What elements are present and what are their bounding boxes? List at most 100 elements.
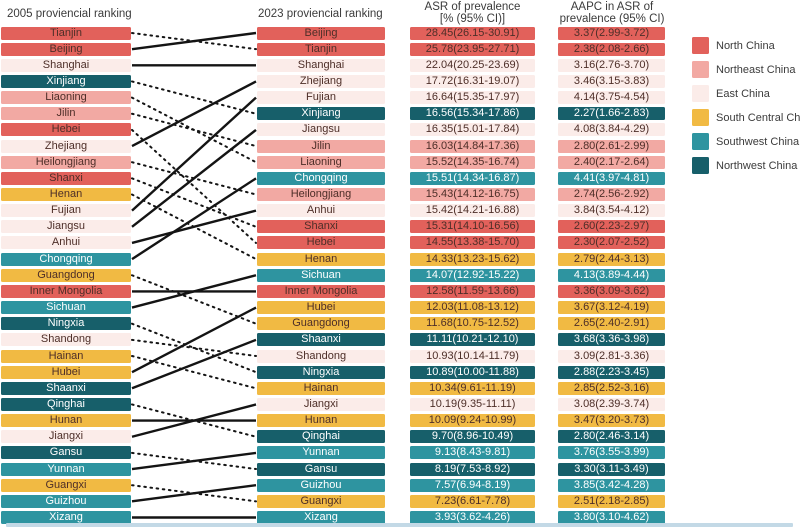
aapc-value-bar-guangdong: 2.65(2.40-2.91) <box>558 317 665 331</box>
rank-link-shaanxi <box>131 338 257 390</box>
rank-2023-bar-tianjin: Tianjin <box>257 42 385 56</box>
rank-2023-bar-hunan: Hunan <box>257 414 385 428</box>
rank-2023-bar-zhejiang: Zhejiang <box>257 74 385 88</box>
rank-2023-bar-gansu: Gansu <box>257 462 385 476</box>
aapc-value-bar-gansu: 3.30(3.11-3.49) <box>558 462 665 476</box>
asr-value-bar-chongqing: 15.51(14.34-16.87) <box>410 171 535 185</box>
aapc-value-bar-henan: 2.79(2.44-3.13) <box>558 252 665 266</box>
legend-label-south-central-china: South Central China <box>716 111 800 124</box>
asr-value-bar-henan: 14.33(13.23-15.62) <box>410 252 535 266</box>
rank-2023-bar-xizang: Xizang <box>257 511 385 524</box>
rank-link-hubei <box>131 306 257 374</box>
rank-link-hainan <box>131 355 257 390</box>
asr-value-bar-jilin: 16.03(14.84-17.36) <box>410 139 535 153</box>
rank-link-xinjiang <box>131 80 257 115</box>
rank-link-jiangsu <box>131 128 257 228</box>
rank-2005-bar-jiangxi: Jiangxi <box>1 430 131 444</box>
asr-value-bar-hunan: 10.09(9.24-10.99) <box>410 414 535 428</box>
asr-value-bar-guangdong: 11.68(10.75-12.52) <box>410 317 535 331</box>
rank-2023-bar-hainan: Hainan <box>257 381 385 395</box>
rank-2005-bar-jilin: Jilin <box>1 107 131 121</box>
rank-2005-bar-chongqing: Chongqing <box>1 252 131 266</box>
aapc-value-bar-ningxia: 2.88(2.23-3.45) <box>558 365 665 379</box>
aapc-value-bar-zhejiang: 3.46(3.15-3.83) <box>558 74 665 88</box>
rank-2005-bar-henan: Henan <box>1 188 131 201</box>
asr-value-bar-inner-mongolia: 12.58(11.59-13.66) <box>410 284 535 298</box>
rank-link-jilin <box>131 112 257 148</box>
legend-swatch-east-china <box>692 85 709 102</box>
aapc-value-bar-guangxi: 2.51(2.18-2.85) <box>558 494 665 508</box>
rank-link-chongqing <box>131 177 257 261</box>
asr-value-bar-jiangxi: 10.19(9.35-11.11) <box>410 397 535 411</box>
aapc-value-bar-xizang: 3.80(3.10-4.62) <box>558 511 665 524</box>
rank-link-fujian <box>131 96 257 212</box>
rank-2005-bar-gansu: Gansu <box>1 446 131 460</box>
rank-2005-bar-anhui: Anhui <box>1 236 131 250</box>
rank-change-links <box>131 31 257 519</box>
column-header-aapc-line2: prevalence (95% CI) <box>559 13 665 25</box>
asr-value-bar-beijing: 28.45(26.15-30.91) <box>410 26 535 40</box>
rank-2023-bar-henan: Henan <box>257 252 385 266</box>
rank-2005-bar-hainan: Hainan <box>1 349 131 363</box>
legend-item-east-china: East China <box>692 85 800 102</box>
rank-link-beijing <box>131 31 257 51</box>
asr-value-bar-anhui: 15.42(14.21-16.88) <box>410 204 535 218</box>
asr-value-bar-liaoning: 15.52(14.35-16.74) <box>410 155 535 169</box>
rank-2005-bar-guangdong: Guangdong <box>1 268 131 282</box>
aapc-value-bar-shaanxi: 3.68(3.36-3.98) <box>558 333 665 347</box>
asr-value-bar-sichuan: 14.07(12.92-15.22) <box>410 268 535 282</box>
rank-2005-bar-yunnan: Yunnan <box>1 462 131 476</box>
rank-2005-bar-qinghai: Qinghai <box>1 397 131 411</box>
rank-2005-bar-sichuan: Sichuan <box>1 301 131 315</box>
column-header-2005-ranking: 2005 proviencial ranking <box>7 8 132 20</box>
legend-item-north-china: North China <box>692 37 800 54</box>
rank-2005-bar-heilongjiang: Heilongjiang <box>1 155 131 169</box>
legend-item-northeast-china: Northeast China <box>692 61 800 78</box>
rank-2005-bar-shanxi: Shanxi <box>1 171 131 185</box>
asr-value-bar-shandong: 10.93(10.14-11.79) <box>410 349 535 363</box>
rank-2023-bar-shanxi: Shanxi <box>257 220 385 234</box>
rank-2023-bar-chongqing: Chongqing <box>257 171 385 185</box>
aapc-value-bar-yunnan: 3.76(3.55-3.99) <box>558 446 665 460</box>
rank-2023-bar-yunnan: Yunnan <box>257 446 385 460</box>
rank-2023-bar-shanghai: Shanghai <box>257 58 385 72</box>
rank-2005-bar-xizang: Xizang <box>1 511 131 524</box>
legend-label-northwest-china: Northwest China <box>716 159 798 172</box>
legend-swatch-north-china <box>692 37 709 54</box>
aapc-value-bar-chongqing: 4.41(3.97-4.81) <box>558 171 665 185</box>
legend-item-south-central-china: South Central China <box>692 109 800 126</box>
rank-2023-bar-shandong: Shandong <box>257 349 385 363</box>
rank-2005-bar-liaoning: Liaoning <box>1 91 131 105</box>
rank-2023-bar-shaanxi: Shaanxi <box>257 333 385 347</box>
rank-2023-bar-jilin: Jilin <box>257 139 385 153</box>
column-header-asr-line2: [% (95% CI)] <box>439 13 506 25</box>
rank-2023-bar-sichuan: Sichuan <box>257 268 385 282</box>
asr-value-bar-heilongjiang: 15.43(14.12-16.75) <box>410 188 535 201</box>
rank-link-yunnan <box>131 451 257 471</box>
column-header-2023-ranking: 2023 proviencial ranking <box>258 8 383 20</box>
rank-2023-bar-inner-mongolia: Inner Mongolia <box>257 284 385 298</box>
rank-2023-bar-beijing: Beijing <box>257 26 385 40</box>
rank-2023-bar-hebei: Hebei <box>257 236 385 250</box>
column-header-asr: ASR of prevalence [% (95% CI)] <box>410 1 535 25</box>
rank-2005-bar-xinjiang: Xinjiang <box>1 74 131 88</box>
rank-2005-bar-hunan: Hunan <box>1 414 131 428</box>
rank-2005-bar-inner-mongolia: Inner Mongolia <box>1 284 131 298</box>
asr-value-bar-hubei: 12.03(11.08-13.12) <box>410 301 535 315</box>
legend-swatch-northeast-china <box>692 61 709 78</box>
asr-value-bar-qinghai: 9.70(8.96-10.49) <box>410 430 535 444</box>
rank-2005-bar-guangxi: Guangxi <box>1 478 131 492</box>
asr-value-bar-jiangsu: 16.35(15.01-17.84) <box>410 123 535 137</box>
rank-link-sichuan <box>131 274 257 309</box>
asr-value-bar-fujian: 16.64(15.35-17.97) <box>410 91 535 105</box>
rank-2023-bar-jiangsu: Jiangsu <box>257 123 385 137</box>
rank-2023-bar-guangdong: Guangdong <box>257 317 385 331</box>
aapc-value-bar-beijing: 3.37(2.99-3.72) <box>558 26 665 40</box>
rank-2005-bar-zhejiang: Zhejiang <box>1 139 131 153</box>
rank-link-jiangxi <box>131 403 257 438</box>
rank-link-guizhou <box>131 484 257 503</box>
asr-value-bar-xizang: 3.93(3.62-4.26) <box>410 511 535 524</box>
rank-link-shandong <box>131 338 257 357</box>
rank-link-ningxia <box>131 322 257 374</box>
rank-link-shanxi <box>131 177 257 228</box>
